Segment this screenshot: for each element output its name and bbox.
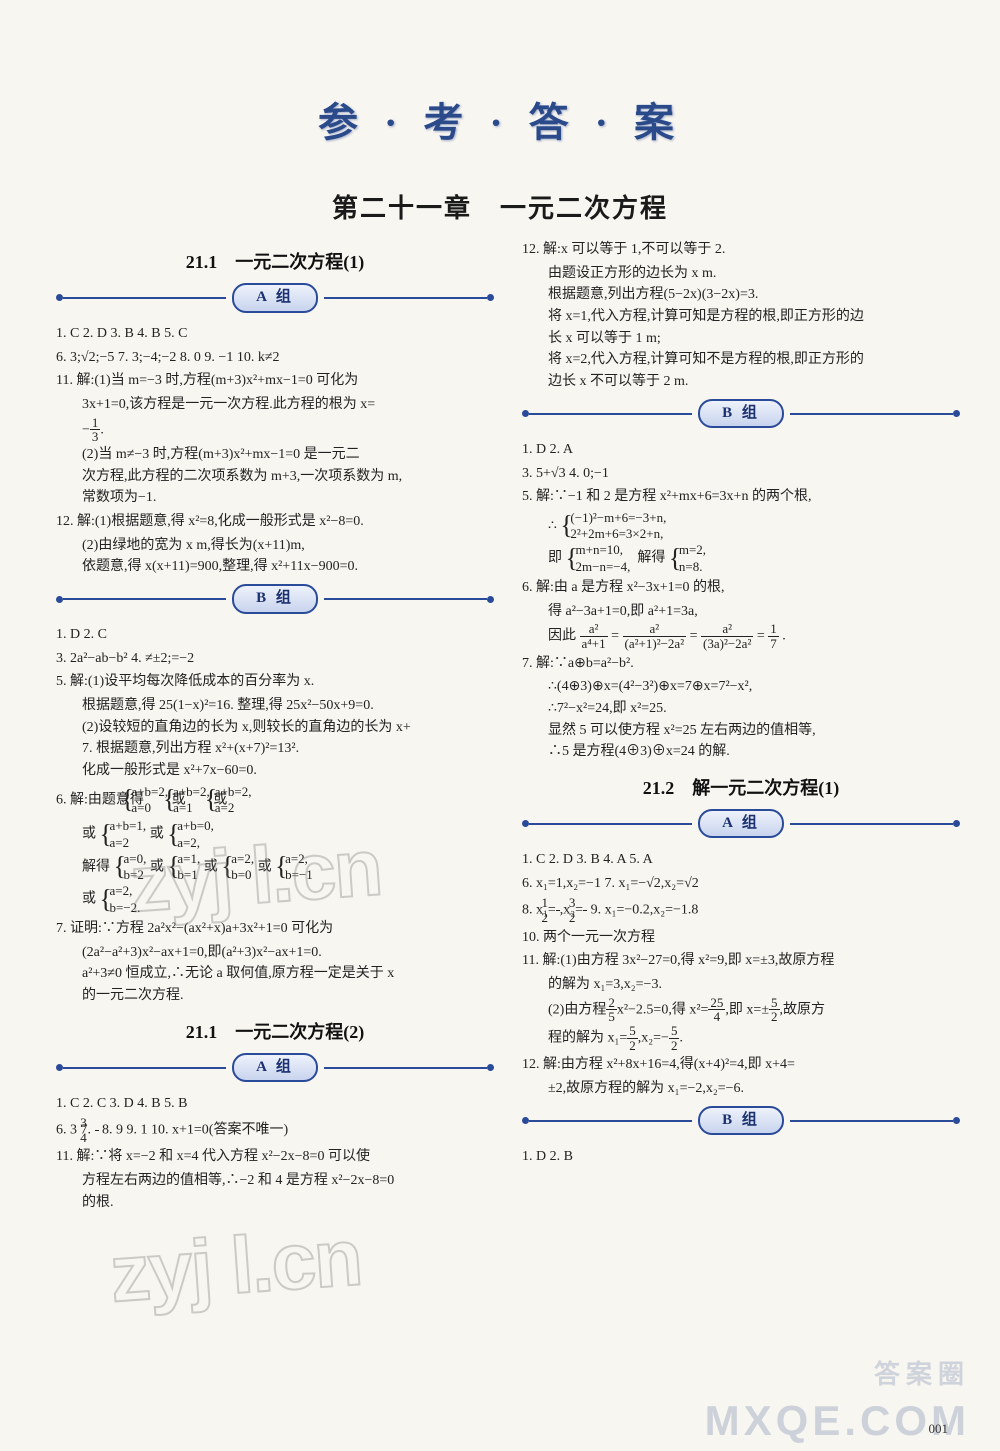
answer-row: 3. 2a²−ab−b² 4. ≠±2;=−2	[56, 648, 494, 670]
group-badge-a: A 组	[232, 283, 318, 312]
group-divider: B 组	[522, 399, 960, 429]
answer-cont: ∴ (−1)²−m+6=−3+n,2²+2m+6=3×2+n,	[522, 510, 960, 543]
page-number: 001	[929, 1421, 949, 1437]
answer-row: 7. 解:∵a⊕b=a²−b².	[522, 653, 960, 675]
answer-cont: 化成一般形式是 x²+7x−60=0.	[56, 760, 494, 782]
answer-row: 5. 解:∵−1 和 2 是方程 x²+mx+6=3x+n 的两个根,	[522, 486, 960, 508]
group-divider: A 组	[522, 809, 960, 839]
answer-cont: 7. 根据题意,列出方程 x²+(x+7)²=13².	[56, 738, 494, 760]
answer-row: 1. D 2. C	[56, 624, 494, 646]
answer-cont: −13.	[56, 416, 494, 444]
group-badge-a: A 组	[698, 809, 784, 838]
answer-cont: 的解为 x₁=3,x₂=−3.	[522, 974, 960, 996]
group-badge-b: B 组	[698, 399, 784, 428]
answer-cont: 方程左右两边的值相等,∴−2 和 4 是方程 x²−2x−8=0	[56, 1170, 494, 1192]
answer-cont: (2)由绿地的宽为 x m,得长为(x+11)m,	[56, 535, 494, 557]
answer-row: 6. 解:由题意得 a+b=2,a=0 或 a+b=2,a=1 或 a+b=2,…	[56, 784, 494, 817]
right-column: 12. 解:x 可以等于 1,不可以等于 2. 由题设正方形的边长为 x m. …	[522, 237, 960, 1214]
answer-row: 11. 解:(1)由方程 3x²−27=0,得 x²=9,即 x=±3,故原方程	[522, 950, 960, 972]
answer-row: 1. C 2. D 3. B 4. B 5. C	[56, 323, 494, 345]
watermark-text: 答案圈	[874, 1354, 970, 1391]
answer-row: 12. 解:x 可以等于 1,不可以等于 2.	[522, 239, 960, 261]
answer-cont: ∴(4⊕3)⊕x=(4²−3²)⊕x=7⊕x=7²−x²,	[522, 676, 960, 698]
answer-cont: 根据题意,列出方程(5−2x)(3−2x)=3.	[522, 284, 960, 306]
answer-cont: 程的解为 x₁=52,x₂=−52.	[522, 1024, 960, 1052]
answer-row: 7. 证明:∵方程 2a²x²−(ax²+x)a+3x²+1=0 可化为	[56, 918, 494, 940]
answer-row: 5. 解:(1)设平均每次降低成本的百分率为 x.	[56, 671, 494, 693]
answer-cont: (2a²−a²+3)x²−ax+1=0,即(a²+3)x²−ax+1=0.	[56, 942, 494, 964]
content-columns: 21.1 一元二次方程(1) A 组 1. C 2. D 3. B 4. B 5…	[0, 225, 1000, 1214]
section-title: 21.1 一元二次方程(2)	[56, 1019, 494, 1047]
group-badge-b: B 组	[232, 584, 318, 613]
answer-row: 1. D 2. A	[522, 439, 960, 461]
answer-row: 8. x₁=12,x₂=32 9. x₁=−0.2,x₂=−1.8	[522, 896, 960, 924]
answer-cont: 得 a²−3a+1=0,即 a²+1=3a,	[522, 601, 960, 623]
group-divider: A 组	[56, 283, 494, 313]
answer-cont: 依题意,得 x(x+11)=900,整理,得 x²+11x−900=0.	[56, 556, 494, 578]
answer-row: 6. x₁=1,x₂=−1 7. x₁=−√2,x₂=√2	[522, 873, 960, 895]
answer-row: 11. 解:∵将 x=−2 和 x=4 代入方程 x²−2x−8=0 可以使	[56, 1146, 494, 1168]
group-badge-a: A 组	[232, 1053, 318, 1082]
answer-row: 6. 3;√2;−5 7. 3;−4;−2 8. 0 9. −1 10. k≠2	[56, 347, 494, 369]
answer-cont: 3x+1=0,该方程是一元一次方程.此方程的根为 x=	[56, 394, 494, 416]
answer-cont: (2)由方程25x²−2.5=0,得 x²=254,即 x=±52,故原方	[522, 996, 960, 1024]
answer-cont: 或 a+b=1,a=2 或 a+b=0,a=2,	[56, 818, 494, 851]
answer-row: 1. C 2. D 3. B 4. A 5. A	[522, 849, 960, 871]
answer-cont: 将 x=1,代入方程,计算可知是方程的根,即正方形的边	[522, 306, 960, 328]
answer-row: 1. D 2. B	[522, 1146, 960, 1168]
page-title: 参 · 考 · 答 · 案	[0, 0, 1000, 148]
answer-cont: ∴7²−x²=24,即 x²=25.	[522, 698, 960, 720]
answer-row: 10. 两个一元一次方程	[522, 927, 960, 949]
watermark-text: zyj l.cn	[107, 1211, 364, 1320]
answer-row: 12. 解:由方程 x²+8x+16=4,得(x+4)²=4,即 x+4=	[522, 1054, 960, 1076]
answer-cont: 边长 x 不可以等于 2 m.	[522, 371, 960, 393]
answer-cont: 由题设正方形的边长为 x m.	[522, 263, 960, 285]
answer-row: 1. C 2. C 3. D 4. B 5. B	[56, 1093, 494, 1115]
answer-row: 6. 解:由 a 是方程 x²−3x+1=0 的根,	[522, 577, 960, 599]
answer-cont: 常数项为−1.	[56, 487, 494, 509]
answer-cont: 或 a=2,b=−2.	[56, 883, 494, 916]
answer-cont: 的根.	[56, 1192, 494, 1214]
group-divider: B 组	[522, 1106, 960, 1136]
answer-row: 11. 解:(1)当 m=−3 时,方程(m+3)x²+mx−1=0 可化为	[56, 370, 494, 392]
section-title: 21.1 一元二次方程(1)	[56, 249, 494, 277]
answer-cont: (2)当 m≠−3 时,方程(m+3)x²+mx−1=0 是一元二	[56, 444, 494, 466]
answer-cont: 解得 a=0,b=2 或 a=1,b=1 或 a=2,b=0 或 a=2,b=−…	[56, 851, 494, 884]
answer-cont: a²+3≠0 恒成立,∴无论 a 取何值,原方程一定是关于 x	[56, 963, 494, 985]
answer-cont: (2)设较短的直角边的长为 x,则较长的直角边的长为 x+	[56, 717, 494, 739]
answer-row: 6. 3 7. 34 8. 9 9. 1 10. x+1=0(答案不唯一)	[56, 1116, 494, 1144]
left-column: 21.1 一元二次方程(1) A 组 1. C 2. D 3. B 4. B 5…	[56, 237, 494, 1214]
answer-cont: 根据题意,得 25(1−x)²=16. 整理,得 25x²−50x+9=0.	[56, 695, 494, 717]
answer-cont: 将 x=2,代入方程,计算可知不是方程的根,即正方形的	[522, 349, 960, 371]
answer-cont: 因此 a²a⁴+1 = a²(a²+1)²−2a² = a²(3a)²−2a² …	[522, 622, 960, 650]
answer-cont: ∴5 是方程(4⊕3)⊕x=24 的解.	[522, 741, 960, 763]
chapter-title: 第二十一章 一元二次方程	[0, 188, 1000, 225]
group-divider: B 组	[56, 584, 494, 614]
answer-row: 3. 5+√3 4. 0;−1	[522, 463, 960, 485]
answer-cont: ±2,故原方程的解为 x₁=−2,x₂=−6.	[522, 1078, 960, 1100]
group-badge-b: B 组	[698, 1106, 784, 1135]
answer-row: 12. 解:(1)根据题意,得 x²=8,化成一般形式是 x²−8=0.	[56, 511, 494, 533]
answer-cont: 长 x 可以等于 1 m;	[522, 328, 960, 350]
answer-cont: 即 m+n=10,2m−n=−4, 解得 m=2,n=8.	[522, 542, 960, 575]
answer-cont: 显然 5 可以使方程 x²=25 左右两边的值相等,	[522, 720, 960, 742]
answer-cont: 的一元二次方程.	[56, 985, 494, 1007]
section-title: 21.2 解一元二次方程(1)	[522, 775, 960, 803]
answer-cont: 次方程,此方程的二次项系数为 m+3,一次项系数为 m,	[56, 466, 494, 488]
group-divider: A 组	[56, 1053, 494, 1083]
